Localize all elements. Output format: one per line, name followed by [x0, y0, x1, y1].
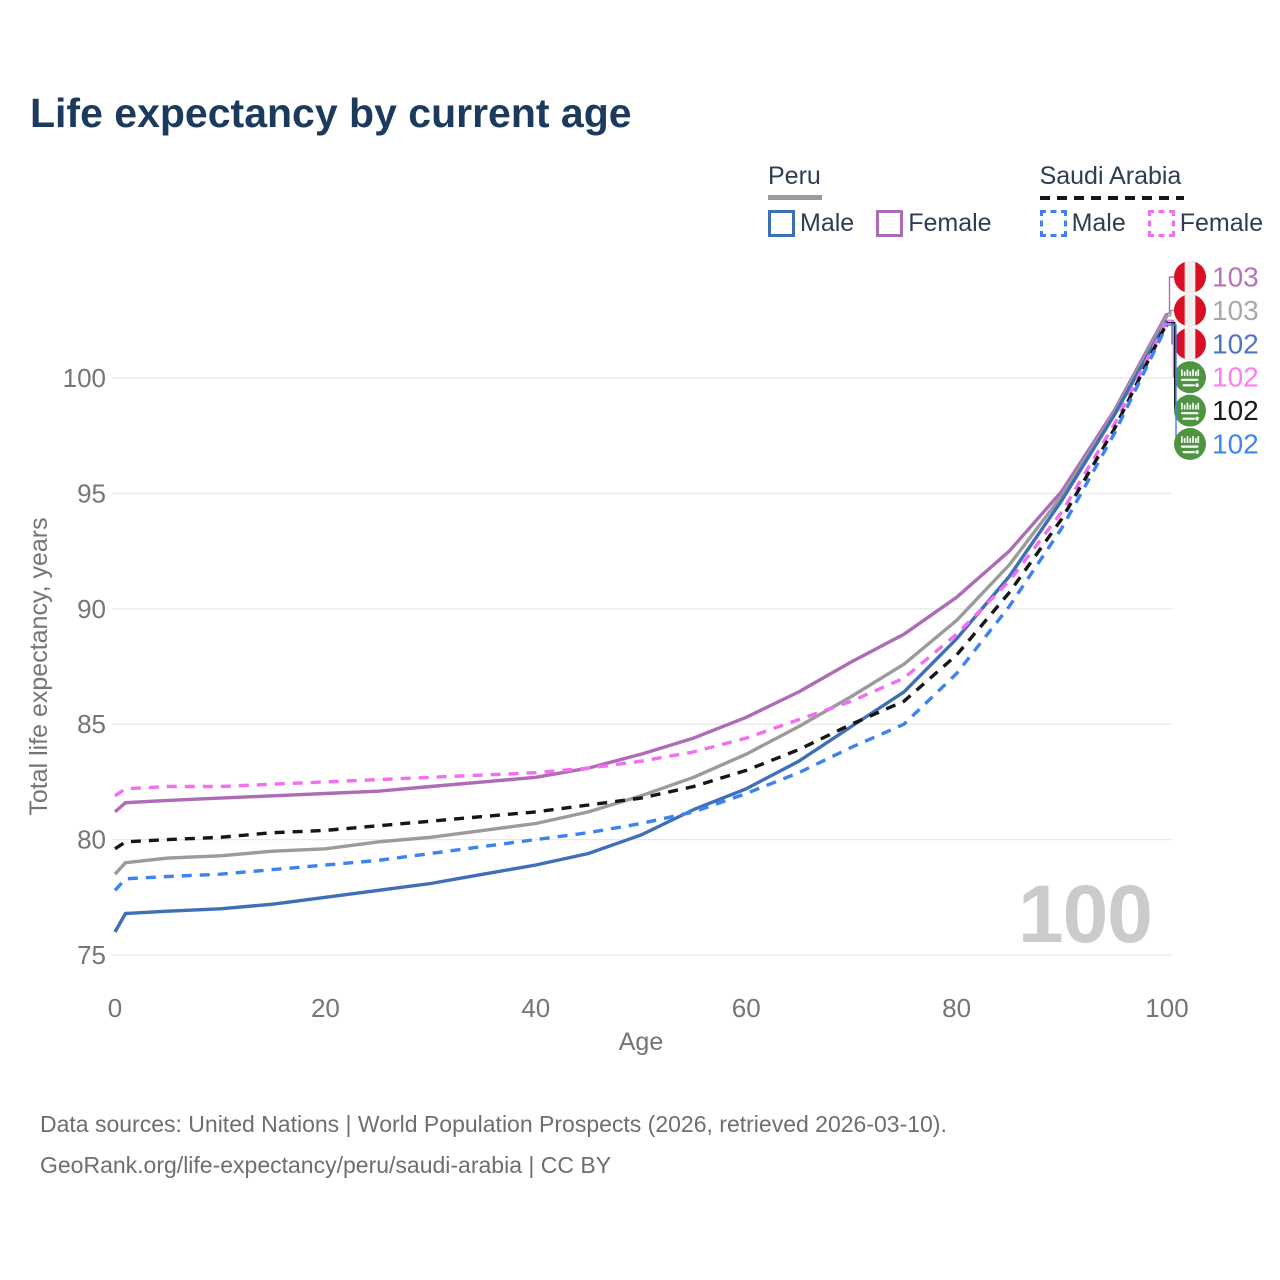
y-axis-title: Total life expectancy, years: [25, 517, 53, 815]
series-line-peru-female[interactable]: [113, 312, 1169, 814]
legend-group-peru: Peru Male Female: [768, 162, 992, 238]
x-tick-0: 0: [108, 993, 122, 1023]
peru-flag-icon: [1174, 327, 1206, 360]
end-value-peru-both: 103: [1212, 295, 1259, 326]
legend-peru-female-label: Female: [908, 209, 992, 237]
legend-peru-name: Peru: [768, 162, 821, 190]
x-tick-40: 40: [521, 993, 550, 1023]
saudi-male-swatch: [1039, 210, 1067, 237]
data-sources-line: Data sources: United Nations | World Pop…: [40, 1111, 947, 1137]
end-value-saudi-both: 102: [1212, 395, 1259, 426]
legend-item-peru-female[interactable]: Female: [876, 209, 992, 238]
end-value-saudi-male: 102: [1212, 429, 1259, 460]
legend-item-saudi-male[interactable]: Male: [1039, 209, 1126, 238]
page-title: Life expectancy by current age: [30, 90, 632, 136]
saudi-female-swatch: [1147, 210, 1175, 237]
x-axis-title: Age: [619, 1028, 663, 1056]
end-value-saudi-female: 102: [1212, 362, 1259, 393]
peru-line-swatch: [768, 195, 822, 200]
age-indicator: 100: [1018, 869, 1153, 960]
y-tick-80: 80: [77, 825, 106, 855]
legend-item-peru-male[interactable]: Male: [768, 209, 854, 238]
x-tick-80: 80: [942, 993, 971, 1023]
saudi-arabia-flag-icon: [1174, 394, 1206, 427]
series-line-saudi-both[interactable]: [114, 321, 1169, 851]
x-tick-60: 60: [732, 993, 761, 1023]
y-tick-85: 85: [77, 709, 106, 739]
legend-saudi-female-label: Female: [1179, 209, 1264, 237]
end-value-peru-female: 103: [1212, 262, 1259, 293]
series-line-saudi-male[interactable]: [113, 324, 1169, 892]
saudi-line-swatch: [1039, 196, 1184, 200]
attribution-line: GeoRank.org/life-expectancy/peru/saudi-a…: [40, 1152, 612, 1178]
legend-item-saudi-female[interactable]: Female: [1147, 209, 1264, 238]
peru-flag-icon: [1174, 294, 1206, 327]
y-tick-90: 90: [77, 594, 106, 624]
saudi-arabia-flag-icon: [1174, 428, 1206, 460]
peru-flag-icon: [1174, 261, 1206, 293]
series-line-peru-male[interactable]: [113, 319, 1169, 933]
chart-footer: Data sources: United Nations | World Pop…: [40, 1104, 947, 1186]
end-value-peru-male: 102: [1212, 328, 1259, 359]
leader-line-peru-both: [1167, 309, 1174, 317]
series-line-saudi-female[interactable]: [114, 319, 1169, 798]
y-tick-75: 75: [77, 940, 106, 970]
peru-female-swatch: [876, 210, 904, 237]
legend-peru-male-label: Male: [800, 209, 855, 237]
leader-line-saudi-female: [1167, 319, 1175, 378]
x-tick-100: 100: [1145, 993, 1188, 1023]
legend-saudi-name: Saudi Arabia: [1039, 162, 1182, 190]
legend-saudi-male-label: Male: [1071, 209, 1126, 237]
series-line-peru-both[interactable]: [113, 314, 1169, 876]
legend-group-saudi-arabia: Saudi Arabia Male Female: [1039, 162, 1264, 238]
chart-legend: Peru Male Female Saudi Arabia Male Femal…: [768, 162, 1263, 238]
y-tick-100: 100: [63, 363, 106, 393]
peru-male-swatch: [768, 210, 795, 237]
saudi-arabia-flag-icon: [1174, 361, 1206, 394]
y-tick-95: 95: [77, 478, 106, 508]
leader-line-peru-female: [1167, 276, 1174, 315]
x-tick-20: 20: [311, 993, 340, 1023]
